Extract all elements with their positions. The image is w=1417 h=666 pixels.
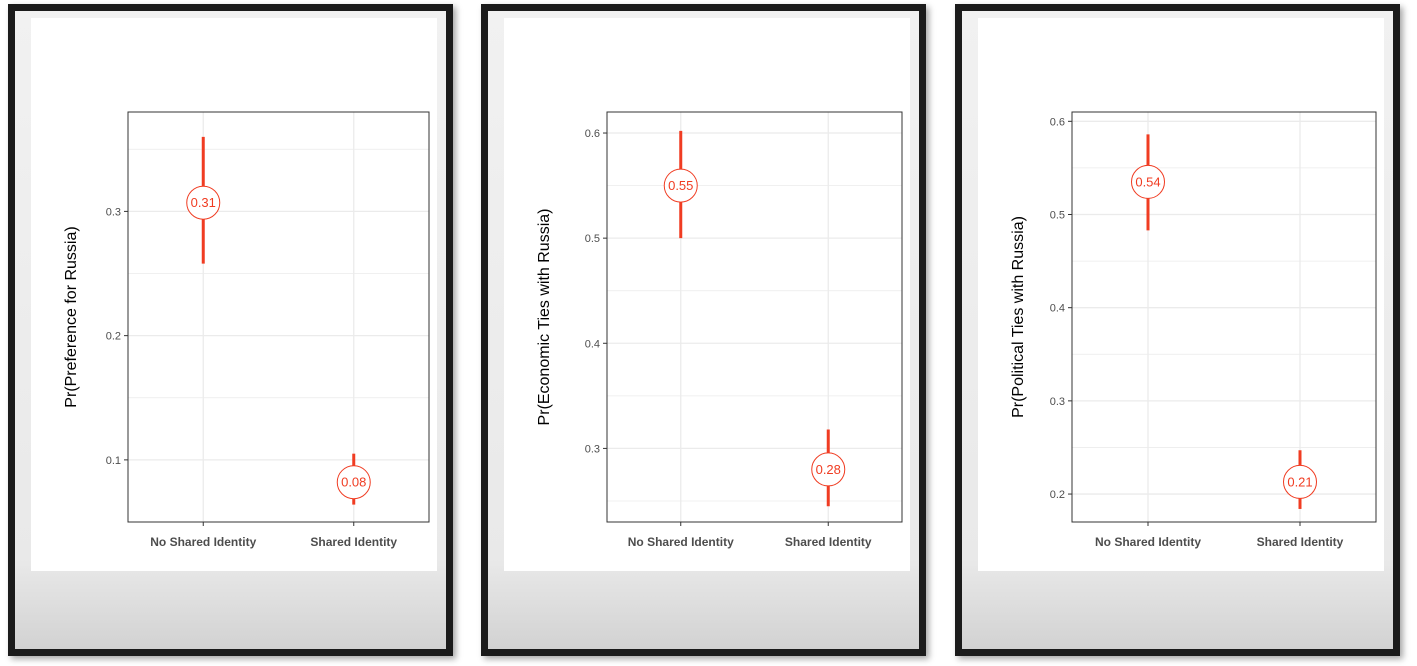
chart-frame-1: 0.1 0.2 0.3 No Shared Identity Shared Identi… <box>8 4 453 656</box>
y-tick-label: 0.3 <box>106 206 121 218</box>
chart-preference-for-russia: 0.1 0.2 0.3 No Shared Identity Shared Identi… <box>63 111 430 549</box>
y-tick-label: 0.4 <box>585 338 600 350</box>
point-marker <box>1131 164 1165 199</box>
point-marker <box>336 465 371 500</box>
point-value-label: 0.21 <box>1287 474 1312 489</box>
x-category-label: Shared Identity <box>310 535 397 549</box>
y-tick-label: 0.5 <box>1050 210 1065 222</box>
chart-panel-1: 0.1 0.2 0.3 No Shared Identity Shared Identi… <box>31 18 437 571</box>
point-value-label: 0.08 <box>341 475 366 490</box>
x-category-label: No Shared Identity <box>150 535 256 549</box>
x-category-label: Shared Identity <box>1257 535 1344 549</box>
plot-border <box>606 111 903 523</box>
y-tick-label: 0.1 <box>106 455 121 467</box>
point-value-label: 0.28 <box>816 462 841 477</box>
x-category-label: Shared Identity <box>785 535 872 549</box>
chart-political-ties-with-russia: 0.2 0.3 0.4 0.5 0.6 No Shared Identity Shared … <box>1010 111 1377 549</box>
point-marker <box>811 452 846 487</box>
y-tick-label: 0.4 <box>1050 303 1065 315</box>
y-tick-label: 0.6 <box>585 128 600 140</box>
y-tick-label: 0.6 <box>1050 116 1065 128</box>
y-tick-label: 0.2 <box>106 331 121 343</box>
chart-frame-3: 0.2 0.3 0.4 0.5 0.6 No Shared Identity Shared … <box>955 4 1400 656</box>
y-axis-title: Pr(Economic Ties with Russia) <box>536 209 553 426</box>
chart-frame-2: 0.3 0.4 0.5 0.6 No Shared Identity Shared Ide… <box>481 4 926 656</box>
chart-panel-2: 0.3 0.4 0.5 0.6 No Shared Identity Shared Ide… <box>504 18 910 571</box>
point-marker <box>663 168 698 203</box>
point-marker <box>1283 464 1317 499</box>
point-value-label: 0.31 <box>191 195 216 210</box>
point-value-label: 0.54 <box>1135 174 1160 189</box>
point-marker <box>186 185 221 220</box>
y-tick-label: 0.2 <box>1050 489 1065 501</box>
y-tick-label: 0.3 <box>585 443 600 455</box>
x-category-label: No Shared Identity <box>1095 535 1201 549</box>
chart-economic-ties-with-russia: 0.3 0.4 0.5 0.6 No Shared Identity Shared Ide… <box>536 111 903 549</box>
x-category-label: No Shared Identity <box>628 535 734 549</box>
y-tick-label: 0.5 <box>585 233 600 245</box>
plot-border <box>1071 111 1377 523</box>
y-tick-label: 0.3 <box>1050 396 1065 408</box>
y-axis-title: Pr(Political Ties with Russia) <box>1010 216 1027 418</box>
chart-panel-3: 0.2 0.3 0.4 0.5 0.6 No Shared Identity Shared … <box>978 18 1384 571</box>
point-value-label: 0.55 <box>668 178 693 193</box>
y-axis-title: Pr(Preference for Russia) <box>63 226 80 407</box>
plot-border <box>127 111 430 523</box>
